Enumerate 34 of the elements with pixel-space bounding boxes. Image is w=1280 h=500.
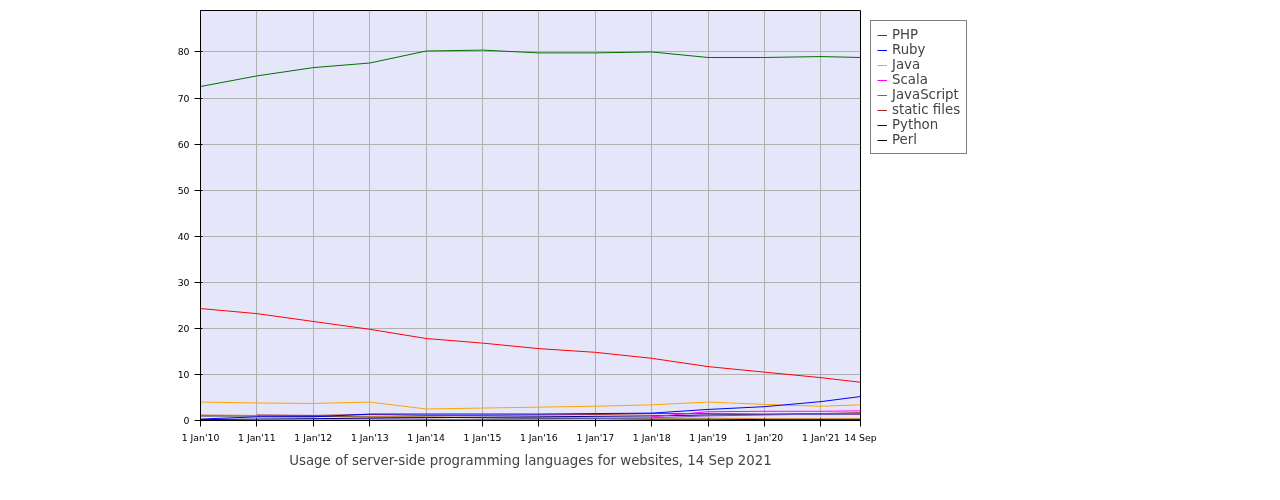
legend-label: Perl [892, 132, 917, 147]
x-tick-label: 1 Jan'14 [407, 431, 446, 443]
text: Usage of server-side programming languages for websites, 14 Sep 2021 [289, 452, 772, 468]
y-tick-label: 60 [177, 138, 190, 150]
x-tick-label: 1 Jan'15 [463, 431, 502, 443]
y-tick-label: 10 [177, 368, 190, 380]
x-tick-label: 1 Jan'13 [350, 431, 389, 443]
y-tick-label: 40 [177, 230, 190, 242]
x-tick-label: 1 Jan'10 [181, 431, 220, 443]
legend-label: Scala [892, 72, 928, 87]
y-tick-label: 50 [177, 184, 190, 196]
legend-label: Python [892, 117, 939, 132]
x-tick-label: 1 Jan'12 [294, 431, 333, 443]
y-tick-label: 70 [177, 92, 190, 104]
line-series [200, 401, 861, 410]
legend-label: PHP [892, 27, 919, 42]
legend-label: static files [892, 102, 961, 117]
y-tick-label: 30 [177, 276, 190, 288]
legend-label: Ruby [892, 42, 926, 57]
x-tick-label: 1 Jan'19 [689, 431, 728, 443]
y-tick-label: 0 [183, 415, 190, 426]
x-tick-label: 1 Jan'18 [632, 431, 671, 443]
line-series [200, 308, 861, 383]
x-tick-label: 1 Jan'17 [576, 431, 615, 443]
x-tick-label: 1 Jan'21 [802, 431, 840, 443]
x-tick-label: 14 Sep [844, 431, 877, 443]
legend-label: Java [892, 57, 921, 72]
line-series [200, 49, 861, 88]
x-tick-label: 1 Jan'16 [519, 431, 558, 443]
legend-label: JavaScript [892, 87, 959, 102]
y-tick-label: 20 [177, 322, 190, 334]
x-tick-label: 1 Jan'20 [745, 431, 784, 443]
x-tick-label: 1 Jan'11 [238, 431, 276, 443]
y-tick-label: 80 [177, 46, 190, 58]
